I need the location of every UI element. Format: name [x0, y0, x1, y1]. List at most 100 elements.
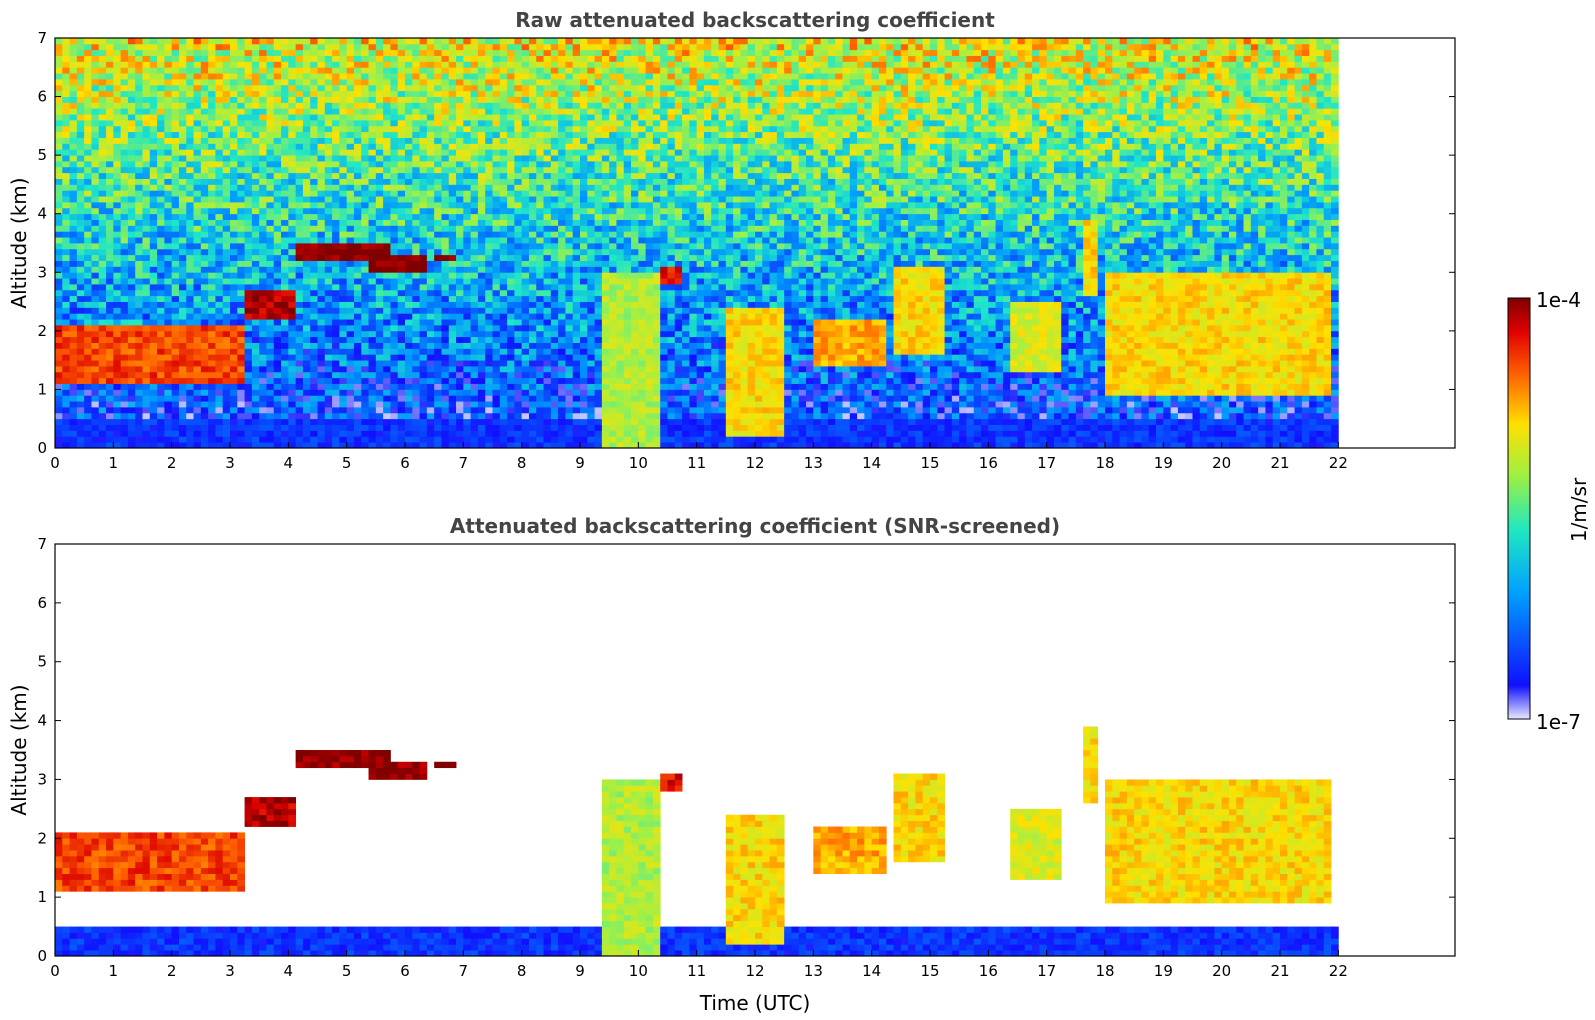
heatmap-cell: [317, 412, 326, 420]
heatmap-cell: [113, 284, 122, 291]
heatmap-cell: [332, 102, 340, 109]
heatmap-cell: [448, 120, 457, 127]
heatmap-cell: [171, 55, 180, 62]
heatmap-cell: [521, 137, 530, 144]
heatmap-cell: [528, 79, 537, 86]
heatmap-cell: [266, 336, 275, 343]
heatmap-cell: [113, 354, 122, 361]
heatmap-cell: [310, 55, 318, 62]
heatmap-cell: [84, 213, 92, 220]
heatmap-cell: [222, 389, 231, 396]
heatmap-cell: [288, 108, 297, 115]
heatmap-cell: [317, 254, 326, 261]
heatmap-cell: [346, 248, 355, 256]
heatmap-cell: [346, 366, 355, 373]
heatmap-cell: [76, 102, 85, 109]
heatmap-cell: [477, 377, 486, 384]
heatmap-cell: [186, 102, 194, 109]
heatmap-cell: [237, 43, 245, 51]
heatmap-cell: [477, 213, 486, 220]
heatmap-cell: [434, 360, 442, 367]
heatmap-cell: [76, 231, 85, 238]
heatmap-cell: [339, 96, 348, 103]
heatmap-cell: [171, 125, 180, 133]
heatmap-cell: [171, 114, 180, 121]
heatmap-cell: [397, 383, 406, 390]
heatmap-cell: [397, 307, 406, 314]
heatmap-cell: [106, 254, 114, 261]
heatmap-cell: [208, 61, 216, 68]
heatmap-cell: [200, 190, 209, 197]
heatmap-cell: [295, 108, 304, 115]
heatmap-cell: [84, 196, 92, 203]
heatmap-cell: [302, 307, 311, 314]
heatmap-cell: [273, 418, 282, 425]
heatmap-cell: [492, 354, 501, 361]
heatmap-cell: [251, 313, 260, 320]
heatmap-cell: [193, 79, 202, 86]
heatmap-cell: [244, 371, 253, 379]
heatmap-cell: [62, 73, 70, 80]
heatmap-cell: [186, 161, 194, 168]
heatmap-cell: [164, 90, 173, 97]
heatmap-cell: [69, 90, 78, 97]
heatmap-cell: [178, 424, 187, 431]
heatmap-cell: [178, 336, 187, 343]
heatmap-cell: [405, 436, 413, 443]
heatmap-cell: [361, 213, 369, 220]
heatmap-cell: [565, 436, 574, 443]
heatmap-cell: [222, 131, 231, 138]
heatmap-cell: [281, 120, 289, 127]
heatmap-cell: [528, 254, 537, 261]
heatmap-cell: [441, 407, 450, 414]
heatmap-cell: [98, 266, 107, 273]
heatmap-cell: [62, 108, 70, 115]
heatmap-cell: [368, 248, 377, 256]
heatmap-cell: [157, 219, 165, 226]
heatmap-cell: [273, 120, 282, 127]
heatmap-cell: [346, 371, 355, 379]
heatmap-cell: [310, 272, 318, 279]
heatmap-cell: [543, 84, 552, 92]
heatmap-cell: [237, 354, 245, 361]
heatmap-cell: [171, 254, 180, 261]
heatmap-cell: [419, 207, 428, 215]
heatmap-cell: [142, 360, 151, 367]
heatmap-cell: [106, 284, 114, 291]
heatmap-cell: [383, 272, 391, 279]
heatmap-cell: [419, 38, 428, 45]
heatmap-cell: [383, 213, 391, 220]
heatmap-cell: [324, 354, 333, 361]
heatmap-cell: [157, 360, 165, 367]
heatmap-cell: [514, 67, 523, 74]
heatmap-cell: [120, 90, 129, 97]
heatmap-cell: [405, 313, 413, 320]
heatmap-cell: [98, 155, 107, 162]
heatmap-cell: [273, 108, 282, 115]
heatmap-cell: [405, 289, 413, 297]
heatmap-cell: [295, 248, 304, 256]
heatmap-cell: [448, 67, 457, 74]
heatmap-cell: [244, 190, 253, 197]
heatmap-cell: [470, 354, 479, 361]
heatmap-cell: [164, 412, 173, 420]
heatmap-cell: [157, 266, 165, 273]
heatmap-cell: [353, 178, 362, 185]
heatmap-cell: [346, 389, 355, 396]
heatmap-cell: [142, 155, 151, 162]
heatmap-cell: [536, 149, 544, 156]
heatmap-cell: [434, 166, 442, 174]
heatmap-cell: [463, 131, 472, 138]
heatmap-cell: [120, 231, 129, 238]
heatmap-cell: [332, 348, 340, 355]
heatmap-cell: [456, 254, 464, 261]
heatmap-cell: [368, 137, 377, 144]
heatmap-cell: [463, 319, 472, 326]
heatmap-cell: [499, 172, 508, 179]
heatmap-cell: [332, 155, 340, 162]
heatmap-cell: [91, 418, 100, 425]
heatmap-cell: [251, 325, 260, 332]
heatmap-cell: [295, 155, 304, 162]
heatmap-cell: [514, 96, 523, 103]
heatmap-cell: [565, 260, 574, 267]
